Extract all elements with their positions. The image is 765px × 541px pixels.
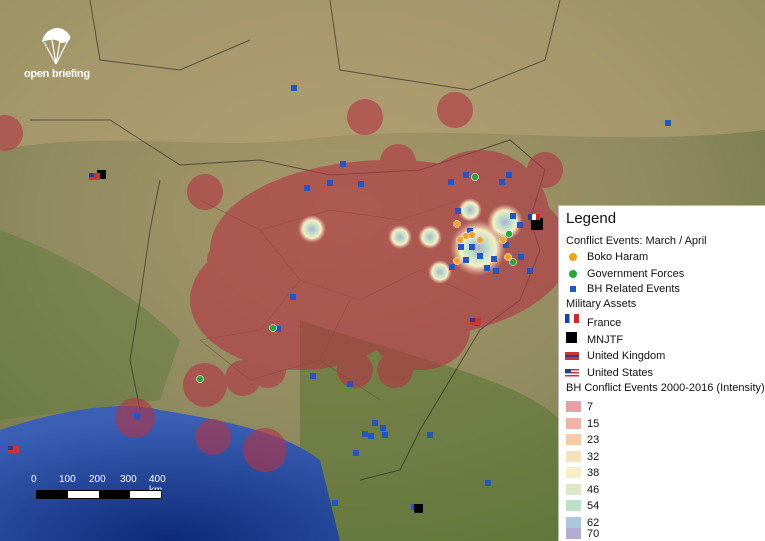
- logo-text: open briefing: [24, 68, 90, 80]
- legend-item-boko-haram: Boko Haram: [587, 251, 649, 263]
- intensity-label: 32: [587, 451, 600, 463]
- legend-item-france: France: [587, 317, 622, 329]
- government-forces-events: [196, 173, 517, 383]
- mnjtf-square-icon: [566, 332, 577, 343]
- scale-tick: 200: [89, 474, 106, 485]
- intensity-swatch: [566, 517, 581, 528]
- legend-title: Legend: [566, 210, 617, 227]
- intensity-label: 7: [587, 401, 594, 413]
- scale-tick: 300: [120, 474, 137, 485]
- military-asset-markers: [8, 170, 543, 513]
- legend-item-government-forces: Government Forces: [587, 268, 685, 280]
- intensity-swatch: [566, 467, 581, 478]
- intensity-label: 62: [587, 517, 600, 529]
- intensity-label: 15: [587, 418, 600, 430]
- conflict-events-heading: Conflict Events: March / April: [566, 235, 707, 247]
- intensity-heatmap: [0, 92, 570, 472]
- intensity-swatch: [566, 500, 581, 511]
- intensity-label: 70: [587, 528, 600, 540]
- legend-item-mnjtf: MNJTF: [587, 334, 624, 346]
- legend-item-bh-related: BH Related Events: [587, 283, 680, 295]
- intensity-label: 46: [587, 484, 600, 496]
- open-briefing-logo: [22, 20, 102, 90]
- bh-related-events: [134, 85, 671, 510]
- parachute-icon: [42, 28, 71, 65]
- scale-bar: 0 100 200 300 400 km: [28, 474, 168, 499]
- intensity-swatch: [566, 434, 581, 445]
- legend-item-uk: United Kingdom: [587, 350, 666, 362]
- boko-haram-events: [453, 220, 512, 265]
- bh-related-swatch: [570, 286, 576, 292]
- flag-uk-icon: [565, 352, 579, 360]
- intensity-heading: BH Conflict Events 2000-2016 (Intensity): [566, 382, 765, 394]
- military-assets-heading: Military Assets: [566, 298, 637, 310]
- scale-tick: 100: [59, 474, 76, 485]
- legend-panel: Legend Conflict Events: March / April Bo…: [558, 205, 765, 541]
- legend-item-us: United States: [587, 367, 654, 379]
- flag-us-icon: [565, 369, 579, 377]
- flag-france-icon: [565, 314, 579, 323]
- intensity-swatch: [566, 401, 581, 412]
- intensity-swatch: [566, 451, 581, 462]
- intensity-label: 38: [587, 467, 600, 479]
- scale-bar-graphic: [36, 490, 162, 499]
- intensity-label: 23: [587, 434, 600, 446]
- intensity-swatch: [566, 484, 581, 495]
- intensity-swatch: [566, 418, 581, 429]
- boko-haram-swatch: [569, 253, 577, 261]
- scale-tick: 0: [31, 474, 37, 485]
- government-forces-swatch: [569, 270, 577, 278]
- intensity-label: 54: [587, 500, 600, 512]
- intensity-swatch: [566, 528, 581, 539]
